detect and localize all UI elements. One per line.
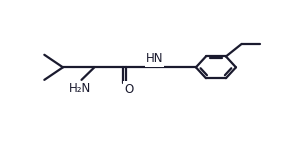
Text: O: O bbox=[124, 83, 133, 95]
Text: H₂N: H₂N bbox=[69, 82, 91, 95]
Text: HN: HN bbox=[146, 52, 163, 65]
